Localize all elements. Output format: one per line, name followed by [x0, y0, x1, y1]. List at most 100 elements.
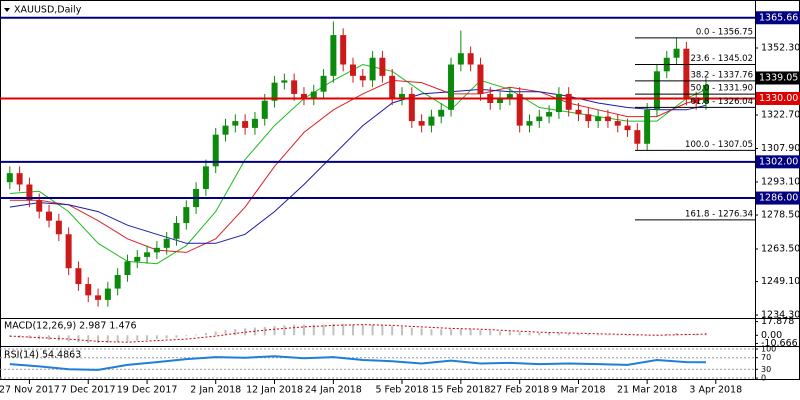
- candle-body: [291, 80, 298, 94]
- y-tick-label: 70: [761, 353, 771, 362]
- candle-body: [683, 48, 690, 99]
- fib-label: 0.0 - 1356.75: [696, 27, 753, 37]
- candle-body: [428, 116, 435, 126]
- x-tick-label: 12 Jan 2018: [246, 385, 303, 396]
- macd-bar: [87, 335, 90, 343]
- x-tick-label: 15 Feb 2018: [431, 385, 490, 396]
- candle-body: [242, 121, 249, 128]
- level-label: 1330.00: [759, 93, 798, 104]
- macd-bar: [116, 335, 119, 343]
- y-tick-label: 1234.30: [761, 310, 800, 321]
- candle-body: [222, 125, 229, 135]
- candle-body: [565, 93, 572, 110]
- macd-bar: [146, 335, 149, 340]
- candle-body: [369, 57, 376, 81]
- level-label-box: [756, 11, 800, 25]
- candle-body: [526, 121, 533, 126]
- candle-body: [281, 80, 288, 83]
- panel-title: MACD(12,26,9) 2.987 1.476: [4, 321, 137, 332]
- macd-bar: [675, 333, 678, 336]
- candle-body: [673, 48, 680, 58]
- candle-body: [536, 116, 543, 122]
- y-tick-label: 17.878: [761, 316, 794, 327]
- candle-body: [320, 75, 327, 92]
- candle-body: [55, 220, 62, 235]
- macd-bar: [351, 324, 354, 336]
- macd-bar: [499, 331, 502, 336]
- candle-body: [26, 184, 33, 201]
- candle-body: [644, 109, 651, 144]
- macd-bar: [567, 333, 570, 336]
- y-tick-label: 1307.90: [761, 143, 800, 154]
- y-tick-label: -10.666: [761, 338, 798, 349]
- fib-label: 161.8 - 1276.34: [685, 209, 753, 219]
- macd-bar: [342, 323, 345, 336]
- candle-body: [251, 118, 258, 128]
- macd-bar: [28, 335, 31, 339]
- candle-body: [144, 252, 151, 257]
- candle-body: [379, 57, 386, 76]
- macd-bar: [322, 324, 325, 336]
- macd-bar: [361, 324, 364, 336]
- macd-bar: [430, 329, 433, 336]
- macd-bar: [606, 334, 609, 336]
- macd-bar: [48, 335, 51, 340]
- macd-bar: [155, 335, 158, 340]
- macd-bar: [302, 324, 305, 336]
- y-tick-label: 1263.50: [761, 243, 800, 254]
- macd-bar: [518, 332, 521, 336]
- level-label: 1365.66: [759, 12, 798, 23]
- candle-body: [173, 222, 180, 239]
- candle-body: [653, 71, 660, 110]
- candle-body: [448, 64, 455, 110]
- y-tick-label: 1249.10: [761, 276, 800, 287]
- candle-body: [546, 112, 553, 117]
- macd-bar: [508, 331, 511, 336]
- macd-bar: [136, 335, 139, 341]
- macd-bar: [646, 335, 649, 336]
- candle-body: [183, 207, 190, 223]
- macd-bar: [234, 329, 237, 336]
- candle-body: [310, 91, 317, 99]
- macd-bar: [195, 334, 198, 336]
- candle-body: [575, 109, 582, 115]
- candle-body: [271, 82, 278, 101]
- macd-bar: [204, 333, 207, 336]
- candle-body: [634, 130, 641, 144]
- candle-body: [212, 134, 219, 167]
- candle-body: [46, 211, 53, 221]
- level-label-box: [756, 191, 800, 205]
- macd-bar: [371, 324, 374, 336]
- x-tick-label: 2 Jan 2018: [190, 385, 241, 396]
- candle-body: [467, 53, 474, 65]
- candle-body: [300, 93, 307, 99]
- macd-bar: [440, 329, 443, 336]
- x-tick-label: 7 Dec 2017: [61, 385, 116, 396]
- x-tick-label: 5 Feb 2018: [375, 385, 428, 396]
- candle-body: [604, 116, 611, 122]
- macd-bar: [528, 333, 531, 336]
- x-tick-label: 19 Dec 2017: [117, 385, 178, 396]
- y-tick-label: 100: [761, 345, 776, 354]
- candle-body: [389, 75, 396, 99]
- macd-bar: [597, 334, 600, 336]
- candle-body: [457, 53, 464, 65]
- y-tick-label: 1322.70: [761, 109, 800, 120]
- macd-bar: [636, 335, 639, 337]
- y-tick-label: 0.00: [761, 330, 782, 341]
- macd-bar: [273, 326, 276, 336]
- candle-body: [104, 288, 111, 300]
- macd-bar: [293, 324, 296, 336]
- candle-body: [399, 93, 406, 99]
- level-label: 1302.00: [759, 156, 798, 167]
- macd-bar: [381, 325, 384, 336]
- x-tick-label: 24 Jan 2018: [305, 385, 362, 396]
- candle-body: [693, 98, 700, 103]
- macd-bar: [665, 333, 668, 336]
- candle-body: [506, 93, 513, 99]
- candle-body: [516, 93, 523, 126]
- candle-body: [6, 173, 13, 183]
- candle-body: [202, 166, 209, 189]
